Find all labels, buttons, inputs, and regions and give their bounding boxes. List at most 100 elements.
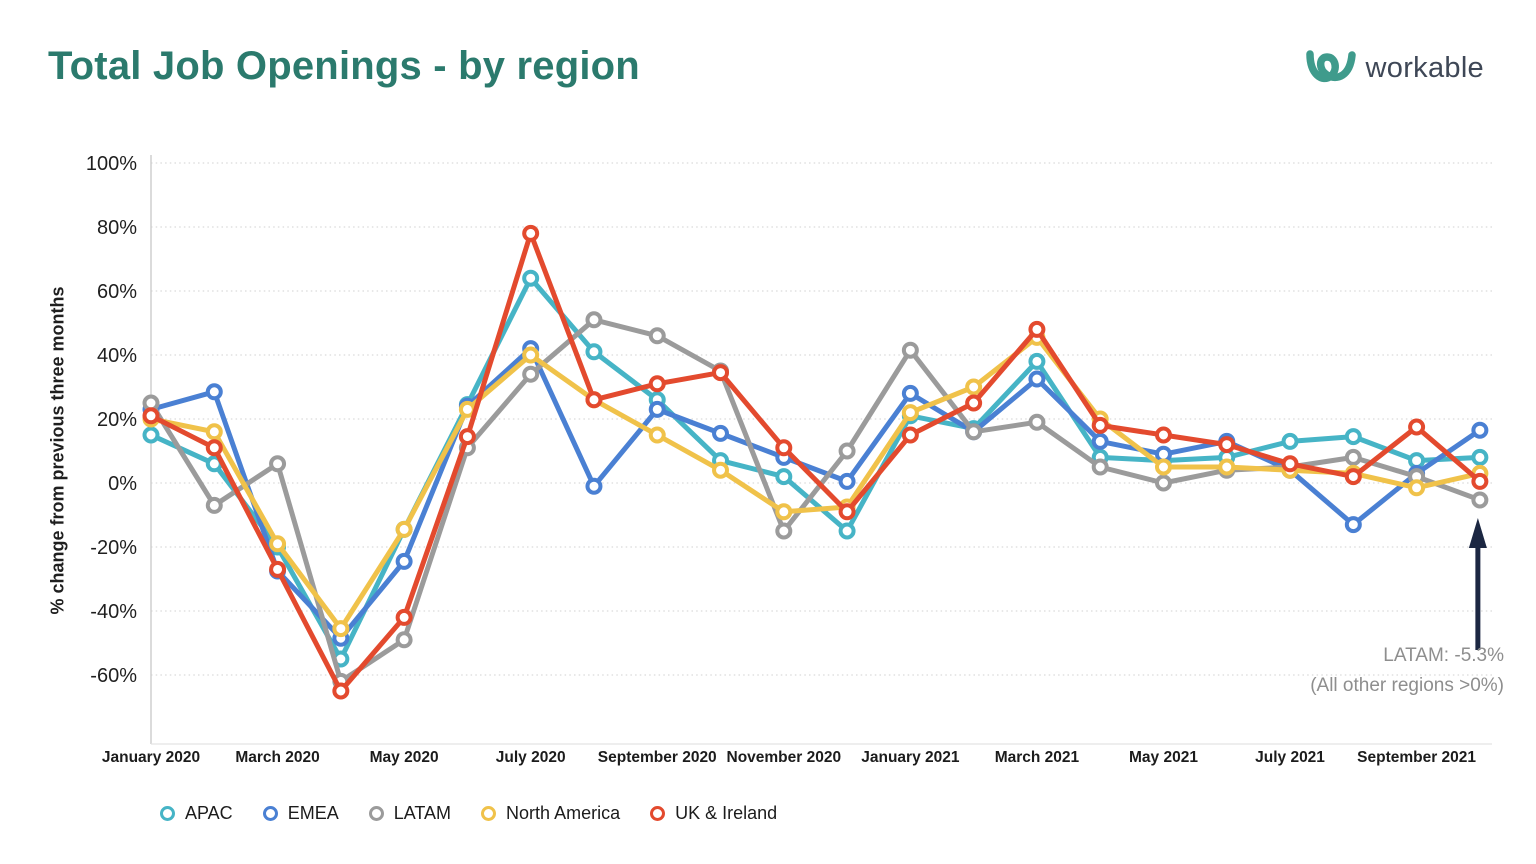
y-tick-label: 100% [86, 153, 137, 175]
data-point [712, 461, 730, 479]
annotation-line2: (All other regions >0%) [1310, 675, 1504, 697]
workable-logo-text: workable [1365, 51, 1484, 84]
x-tick-label: November 2020 [727, 749, 842, 766]
data-point [269, 535, 287, 553]
data-point [522, 346, 540, 364]
data-point [1154, 426, 1172, 444]
data-point [1471, 472, 1489, 490]
gridlines: 100% 80% 60% 40% 20% 0% -20% -40% -60% [86, 153, 1492, 687]
data-point [332, 682, 350, 700]
y-tick-label: 80% [97, 217, 137, 239]
data-point [1028, 352, 1046, 370]
annotation-arrow-head [1468, 518, 1487, 548]
x-tick-label: January 2021 [861, 749, 960, 766]
data-point [1281, 455, 1299, 473]
legend-label: LATAM [393, 803, 452, 823]
data-point [205, 383, 223, 401]
legend-item-apac: APAC [160, 803, 233, 824]
data-point [585, 391, 603, 409]
x-tick-label: July 2020 [496, 749, 566, 766]
legend-label: UK & Ireland [675, 803, 778, 823]
data-point [1028, 370, 1046, 388]
x-tick-label: July 2021 [1255, 749, 1325, 766]
x-tick-label: September 2020 [598, 749, 717, 766]
data-point [1344, 428, 1362, 446]
legend-item-latam: LATAM [368, 803, 452, 824]
data-point [395, 520, 413, 538]
legend-label: EMEA [287, 803, 339, 823]
data-point [712, 364, 730, 382]
data-point [1154, 474, 1172, 492]
legend-item-north-america: North America [481, 803, 620, 824]
data-point [712, 424, 730, 442]
data-point [585, 343, 603, 361]
chart-title: Total Job Openings - by region [48, 44, 640, 88]
data-point [901, 426, 919, 444]
data-point [1471, 421, 1489, 439]
data-point [648, 426, 666, 444]
data-point [1408, 479, 1426, 497]
data-point [332, 620, 350, 638]
x-tick-label: September 2021 [1357, 749, 1476, 766]
data-point [1091, 416, 1109, 434]
data-point [269, 560, 287, 578]
data-point [775, 439, 793, 457]
data-point [1471, 491, 1489, 509]
line-chart: 100% 80% 60% 40% 20% 0% -20% -40% -60% January 20… [86, 153, 1492, 766]
legend-marker-north-america [481, 806, 497, 821]
y-tick-label: 20% [97, 409, 137, 431]
workable-logo: workable [1305, 48, 1484, 88]
legend-item-emea: EMEA [262, 803, 339, 824]
y-tick-label: 0% [108, 473, 137, 495]
data-point [648, 375, 666, 393]
annotation-arrow [1468, 518, 1487, 650]
chart-annotation: LATAM: -5.3% (All other regions >0%) [1310, 641, 1504, 702]
x-tick-label: March 2020 [235, 749, 319, 766]
data-point [395, 608, 413, 626]
data-point [1028, 413, 1046, 431]
legend-item-uk-ireland: UK & Ireland [650, 803, 777, 824]
data-point [1154, 458, 1172, 476]
y-tick-label: 60% [97, 281, 137, 303]
x-tick-label: January 2020 [102, 749, 200, 766]
data-point [965, 423, 983, 441]
data-point [205, 496, 223, 514]
data-point [205, 423, 223, 441]
legend-marker-apac [160, 806, 175, 821]
x-tick-label: March 2021 [995, 749, 1080, 766]
data-point [775, 468, 793, 486]
legend-label: APAC [185, 803, 233, 823]
data-point [522, 224, 540, 242]
data-point [901, 384, 919, 402]
workable-logo-icon [1305, 48, 1357, 88]
legend-label: North America [506, 803, 621, 823]
data-point [838, 522, 856, 540]
data-point [458, 428, 476, 446]
y-tick-label: -40% [90, 601, 137, 623]
x-tick-labels: January 2020 March 2020 May 2020 July 2020 S… [102, 749, 1477, 766]
data-point [142, 426, 160, 444]
data-point [901, 404, 919, 422]
data-point [965, 378, 983, 396]
data-point [395, 631, 413, 649]
data-point [1218, 436, 1236, 454]
data-point [1344, 468, 1362, 486]
data-point [585, 311, 603, 329]
legend-marker-emea [262, 806, 278, 821]
x-tick-label: May 2021 [1129, 749, 1198, 766]
data-point [1471, 448, 1489, 466]
x-tick-label: May 2020 [370, 749, 439, 766]
data-point [522, 365, 540, 383]
chart-legend: APAC EMEA LATAM North America UK & Ireland [160, 803, 777, 824]
legend-marker-latam [368, 806, 384, 821]
data-point [585, 477, 603, 495]
data-point [648, 327, 666, 345]
data-point [838, 503, 856, 521]
data-point [1408, 418, 1426, 436]
data-point [1091, 432, 1109, 450]
annotation-line1: LATAM: -5.3% [1383, 645, 1504, 666]
data-point [395, 552, 413, 570]
data-point [1344, 448, 1362, 466]
series-uk-ireland [142, 224, 1489, 700]
data-point [269, 455, 287, 473]
